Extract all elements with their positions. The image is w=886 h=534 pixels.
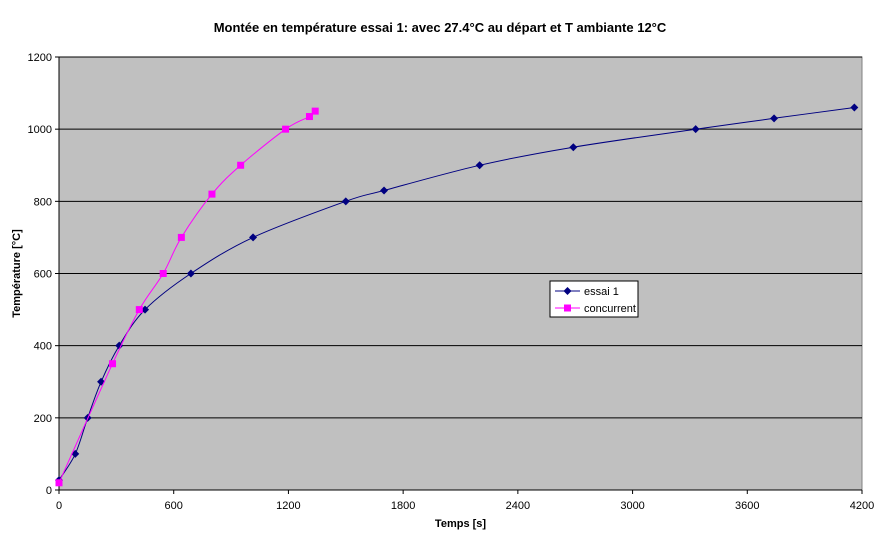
series-essai-1 xyxy=(55,103,859,485)
data-point xyxy=(311,107,319,115)
axes xyxy=(55,56,863,494)
data-point xyxy=(341,197,350,206)
data-point xyxy=(249,233,258,242)
x-tick-label: 1200 xyxy=(276,500,300,512)
data-point xyxy=(159,270,167,277)
x-axis-label: Temps [s] xyxy=(435,518,486,530)
y-tick-label: 400 xyxy=(34,341,52,353)
data-point xyxy=(177,233,185,241)
y-tick-label: 800 xyxy=(34,196,52,208)
data-point xyxy=(282,125,290,133)
x-tick-label: 4200 xyxy=(850,500,874,512)
y-axis-label: Température [°C] xyxy=(11,229,23,318)
x-tick-label: 600 xyxy=(165,500,183,512)
data-point xyxy=(186,269,195,278)
legend-marker xyxy=(563,287,572,295)
data-point xyxy=(55,479,63,487)
data-point xyxy=(691,125,700,134)
x-tick-label: 1800 xyxy=(391,500,415,512)
series-concurrent xyxy=(55,107,319,487)
data-point xyxy=(569,143,578,152)
legend-label: concurrent xyxy=(584,303,636,315)
legend-box xyxy=(549,280,639,318)
data-series xyxy=(55,103,859,487)
y-tick-label: 0 xyxy=(46,485,52,497)
y-tick-label: 600 xyxy=(34,269,52,281)
chart-title: Montée en température essai 1: avec 27.4… xyxy=(214,20,667,35)
series-line xyxy=(58,110,316,484)
x-tick-label: 3600 xyxy=(735,500,759,512)
data-point xyxy=(141,305,150,314)
x-tick-label: 3000 xyxy=(620,500,644,512)
series-line xyxy=(58,107,855,481)
data-point xyxy=(380,186,389,195)
data-point xyxy=(237,161,245,169)
legend-marker xyxy=(564,304,571,312)
tick-labels: 0 200 400 600 800 1000 1200 0 600 1200 1800 2400 300… xyxy=(28,52,875,512)
data-point xyxy=(850,103,859,112)
x-tick-label: 0 xyxy=(56,500,62,512)
y-tick-label: 200 xyxy=(34,413,52,425)
legend-label: essai 1 xyxy=(584,286,619,298)
data-point xyxy=(475,161,484,170)
data-point xyxy=(770,114,779,123)
legend: essai 1 concurrent xyxy=(549,280,639,318)
data-point xyxy=(208,190,216,198)
data-point xyxy=(305,113,313,121)
data-point xyxy=(109,360,117,368)
x-tick-label: 2400 xyxy=(506,500,530,512)
y-tick-label: 1200 xyxy=(28,52,52,64)
y-tick-label: 1000 xyxy=(28,124,52,136)
data-point xyxy=(115,341,124,350)
data-point xyxy=(135,306,143,314)
